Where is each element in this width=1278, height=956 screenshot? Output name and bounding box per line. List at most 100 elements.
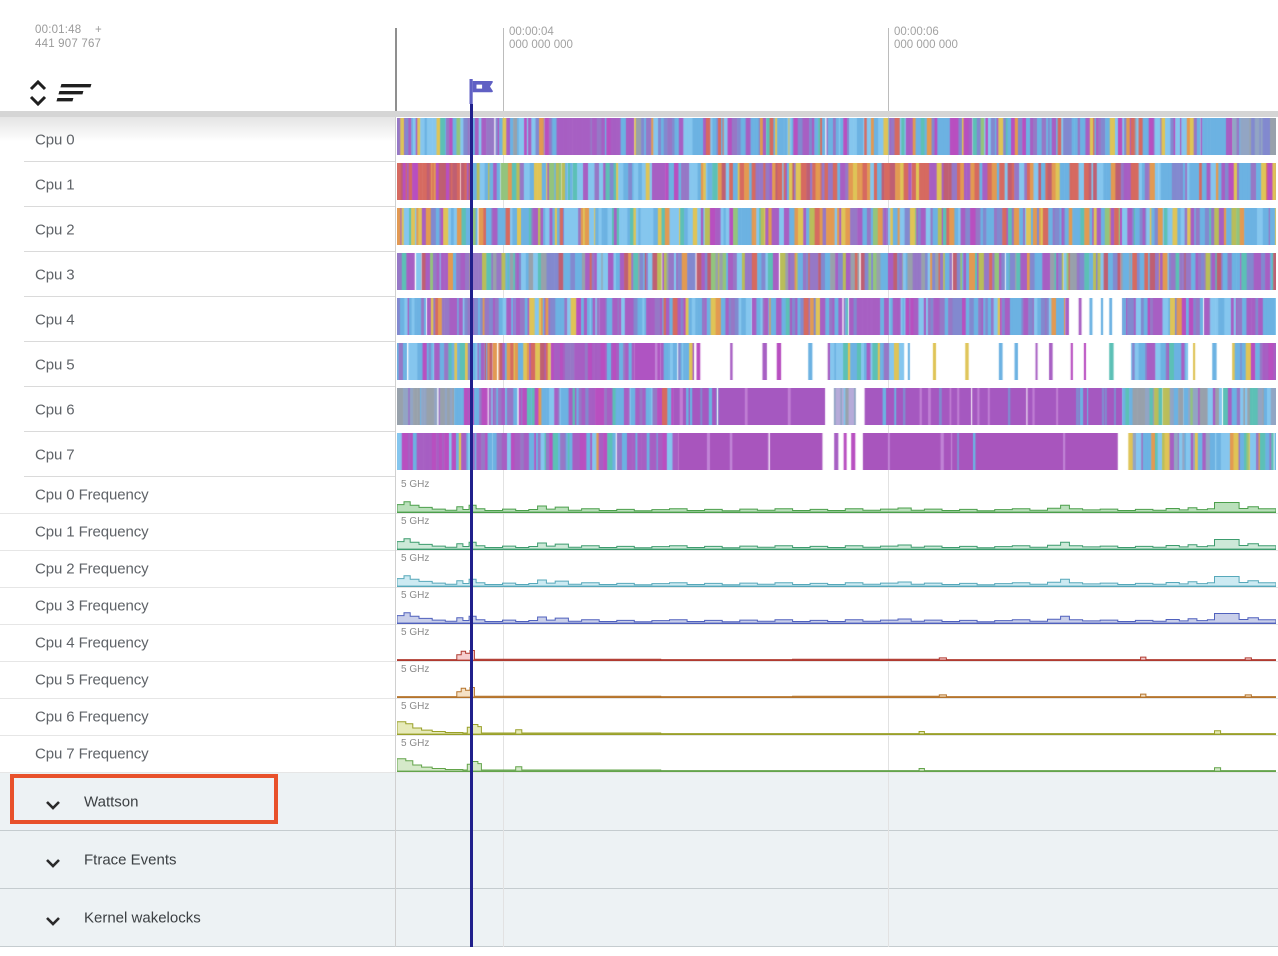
frequency-track-timeline[interactable]: 5 GHz xyxy=(395,736,1278,772)
track-label: Cpu 0 Frequency xyxy=(35,486,149,504)
section-label: Ftrace Events xyxy=(84,851,177,868)
frequency-max-label: 5 GHz xyxy=(401,516,430,527)
track-label: Cpu 3 Frequency xyxy=(35,597,149,615)
timeline-tick-line xyxy=(888,28,889,117)
tick-nanoseconds: 000 000 000 xyxy=(509,39,573,51)
section-header-ftrace-events[interactable]: Ftrace Events xyxy=(0,831,1278,889)
timeline-origin-line xyxy=(395,28,397,117)
chevron-down-icon[interactable] xyxy=(45,855,61,868)
timestamp-primary: 00:01:48 xyxy=(35,24,82,36)
frequency-track-timeline[interactable]: 5 GHz xyxy=(395,477,1278,513)
cpu-slices-canvas[interactable] xyxy=(397,298,1276,335)
track-label-panel: Cpu 1 xyxy=(0,162,395,207)
cpu-slices-canvas[interactable] xyxy=(397,253,1276,290)
track-label: Cpu 6 Frequency xyxy=(35,708,149,726)
track-label-panel: Cpu 0 Frequency xyxy=(0,477,395,513)
cpu-slices-canvas[interactable] xyxy=(397,433,1276,470)
track-label-panel: Cpu 5 Frequency xyxy=(0,662,395,698)
cpu-track-timeline[interactable] xyxy=(395,162,1278,207)
frequency-max-label: 5 GHz xyxy=(401,738,430,749)
cpu-frequency-track-row[interactable]: Cpu 5 Frequency 5 GHz xyxy=(0,662,1278,699)
cpu-frequency-track-row[interactable]: Cpu 3 Frequency 5 GHz xyxy=(0,588,1278,625)
frequency-track-timeline[interactable]: 5 GHz xyxy=(395,662,1278,698)
cpu-frequency-track-row[interactable]: Cpu 1 Frequency 5 GHz xyxy=(0,514,1278,551)
track-label-panel: Cpu 1 Frequency xyxy=(0,514,395,550)
frequency-area-chart[interactable] xyxy=(397,534,1276,550)
cpu-slices-canvas[interactable] xyxy=(397,118,1276,155)
frequency-max-label: 5 GHz xyxy=(401,627,430,638)
timeline-tick-label: 00:00:06 000 000 000 xyxy=(894,26,958,52)
track-label-panel: Cpu 6 xyxy=(0,387,395,432)
cpu-track-row[interactable]: Cpu 6 xyxy=(0,387,1278,432)
cpu-track-timeline[interactable] xyxy=(395,117,1278,162)
cpu-frequency-track-row[interactable]: Cpu 2 Frequency 5 GHz xyxy=(0,551,1278,588)
frequency-track-timeline[interactable]: 5 GHz xyxy=(395,514,1278,550)
cpu-frequency-track-row[interactable]: Cpu 6 Frequency 5 GHz xyxy=(0,699,1278,736)
frequency-max-label: 5 GHz xyxy=(401,479,430,490)
track-label-panel: Cpu 3 xyxy=(0,252,395,297)
header-bottom-strip xyxy=(0,111,1278,117)
track-label: Cpu 4 xyxy=(35,311,75,328)
cpu-track-row[interactable]: Cpu 3 xyxy=(0,252,1278,297)
cpu-track-timeline[interactable] xyxy=(395,207,1278,252)
track-label-panel: Cpu 4 Frequency xyxy=(0,625,395,661)
frequency-max-label: 5 GHz xyxy=(401,590,430,601)
track-label-panel: Cpu 5 xyxy=(0,342,395,387)
frequency-max-label: 5 GHz xyxy=(401,664,430,675)
cpu-slices-canvas[interactable] xyxy=(397,208,1276,245)
cpu-track-row[interactable]: Cpu 7 xyxy=(0,432,1278,477)
track-label-panel: Cpu 2 xyxy=(0,207,395,252)
cpu-track-row[interactable]: Cpu 2 xyxy=(0,207,1278,252)
frequency-area-chart[interactable] xyxy=(397,682,1276,698)
unfold-more-icon[interactable] xyxy=(26,78,50,108)
section-label: Wattson xyxy=(84,793,139,810)
cpu-track-timeline[interactable] xyxy=(395,297,1278,342)
timeline-header: 00:01:48 + 441 907 767 00:00:04 000 000 0… xyxy=(0,0,1278,117)
track-label: Cpu 0 xyxy=(35,131,75,148)
cpu-track-timeline[interactable] xyxy=(395,387,1278,432)
cpu-track-row[interactable]: Cpu 4 xyxy=(0,297,1278,342)
cpu-slices-canvas[interactable] xyxy=(397,163,1276,200)
frequency-track-timeline[interactable]: 5 GHz xyxy=(395,551,1278,587)
track-label-panel: Cpu 7 Frequency xyxy=(0,736,395,772)
frequency-area-chart[interactable] xyxy=(397,497,1276,513)
cpu-track-timeline[interactable] xyxy=(395,342,1278,387)
track-label-panel: Cpu 3 Frequency xyxy=(0,588,395,624)
track-label: Cpu 7 Frequency xyxy=(35,745,149,763)
frequency-area-chart[interactable] xyxy=(397,571,1276,587)
section-header-kernel-wakelocks[interactable]: Kernel wakelocks xyxy=(0,889,1278,947)
cpu-track-row[interactable]: Cpu 0 xyxy=(0,117,1278,162)
cpu-slices-canvas[interactable] xyxy=(397,343,1276,380)
frequency-max-label: 5 GHz xyxy=(401,701,430,712)
track-label: Cpu 2 xyxy=(35,221,75,238)
frequency-track-timeline[interactable]: 5 GHz xyxy=(395,699,1278,735)
chevron-down-icon[interactable] xyxy=(45,797,61,810)
timestamp-plus: + xyxy=(95,24,102,36)
frequency-area-chart[interactable] xyxy=(397,608,1276,624)
frequency-track-timeline[interactable]: 5 GHz xyxy=(395,625,1278,661)
frequency-track-timeline[interactable]: 5 GHz xyxy=(395,588,1278,624)
frequency-area-chart[interactable] xyxy=(397,756,1276,772)
tick-time: 00:00:04 xyxy=(509,26,554,38)
section-label: Kernel wakelocks xyxy=(84,909,201,926)
cpu-track-timeline[interactable] xyxy=(395,432,1278,477)
flag-marker-icon[interactable] xyxy=(468,77,496,105)
section-header-wattson[interactable]: Wattson xyxy=(0,773,1278,831)
cpu-frequency-track-row[interactable]: Cpu 7 Frequency 5 GHz xyxy=(0,736,1278,773)
cpu-frequency-track-row[interactable]: Cpu 4 Frequency 5 GHz xyxy=(0,625,1278,662)
cpu-slices-canvas[interactable] xyxy=(397,388,1276,425)
tick-nanoseconds: 000 000 000 xyxy=(894,39,958,51)
sort-tracks-icon[interactable] xyxy=(56,82,96,106)
frequency-area-chart[interactable] xyxy=(397,719,1276,735)
selection-cursor-line xyxy=(470,104,473,947)
frequency-area-chart[interactable] xyxy=(397,645,1276,661)
track-label: Cpu 4 Frequency xyxy=(35,634,149,652)
track-label: Cpu 2 Frequency xyxy=(35,560,149,578)
cpu-track-row[interactable]: Cpu 1 xyxy=(0,162,1278,207)
rows: Cpu 0 Cpu 1 Cpu 2 Cpu 3 Cpu 4 Cpu 5 Cpu 6 Cpu 7… xyxy=(0,117,1278,947)
cpu-track-row[interactable]: Cpu 5 xyxy=(0,342,1278,387)
cpu-frequency-track-row[interactable]: Cpu 0 Frequency 5 GHz xyxy=(0,477,1278,514)
cpu-track-timeline[interactable] xyxy=(395,252,1278,297)
chevron-down-icon[interactable] xyxy=(45,913,61,926)
